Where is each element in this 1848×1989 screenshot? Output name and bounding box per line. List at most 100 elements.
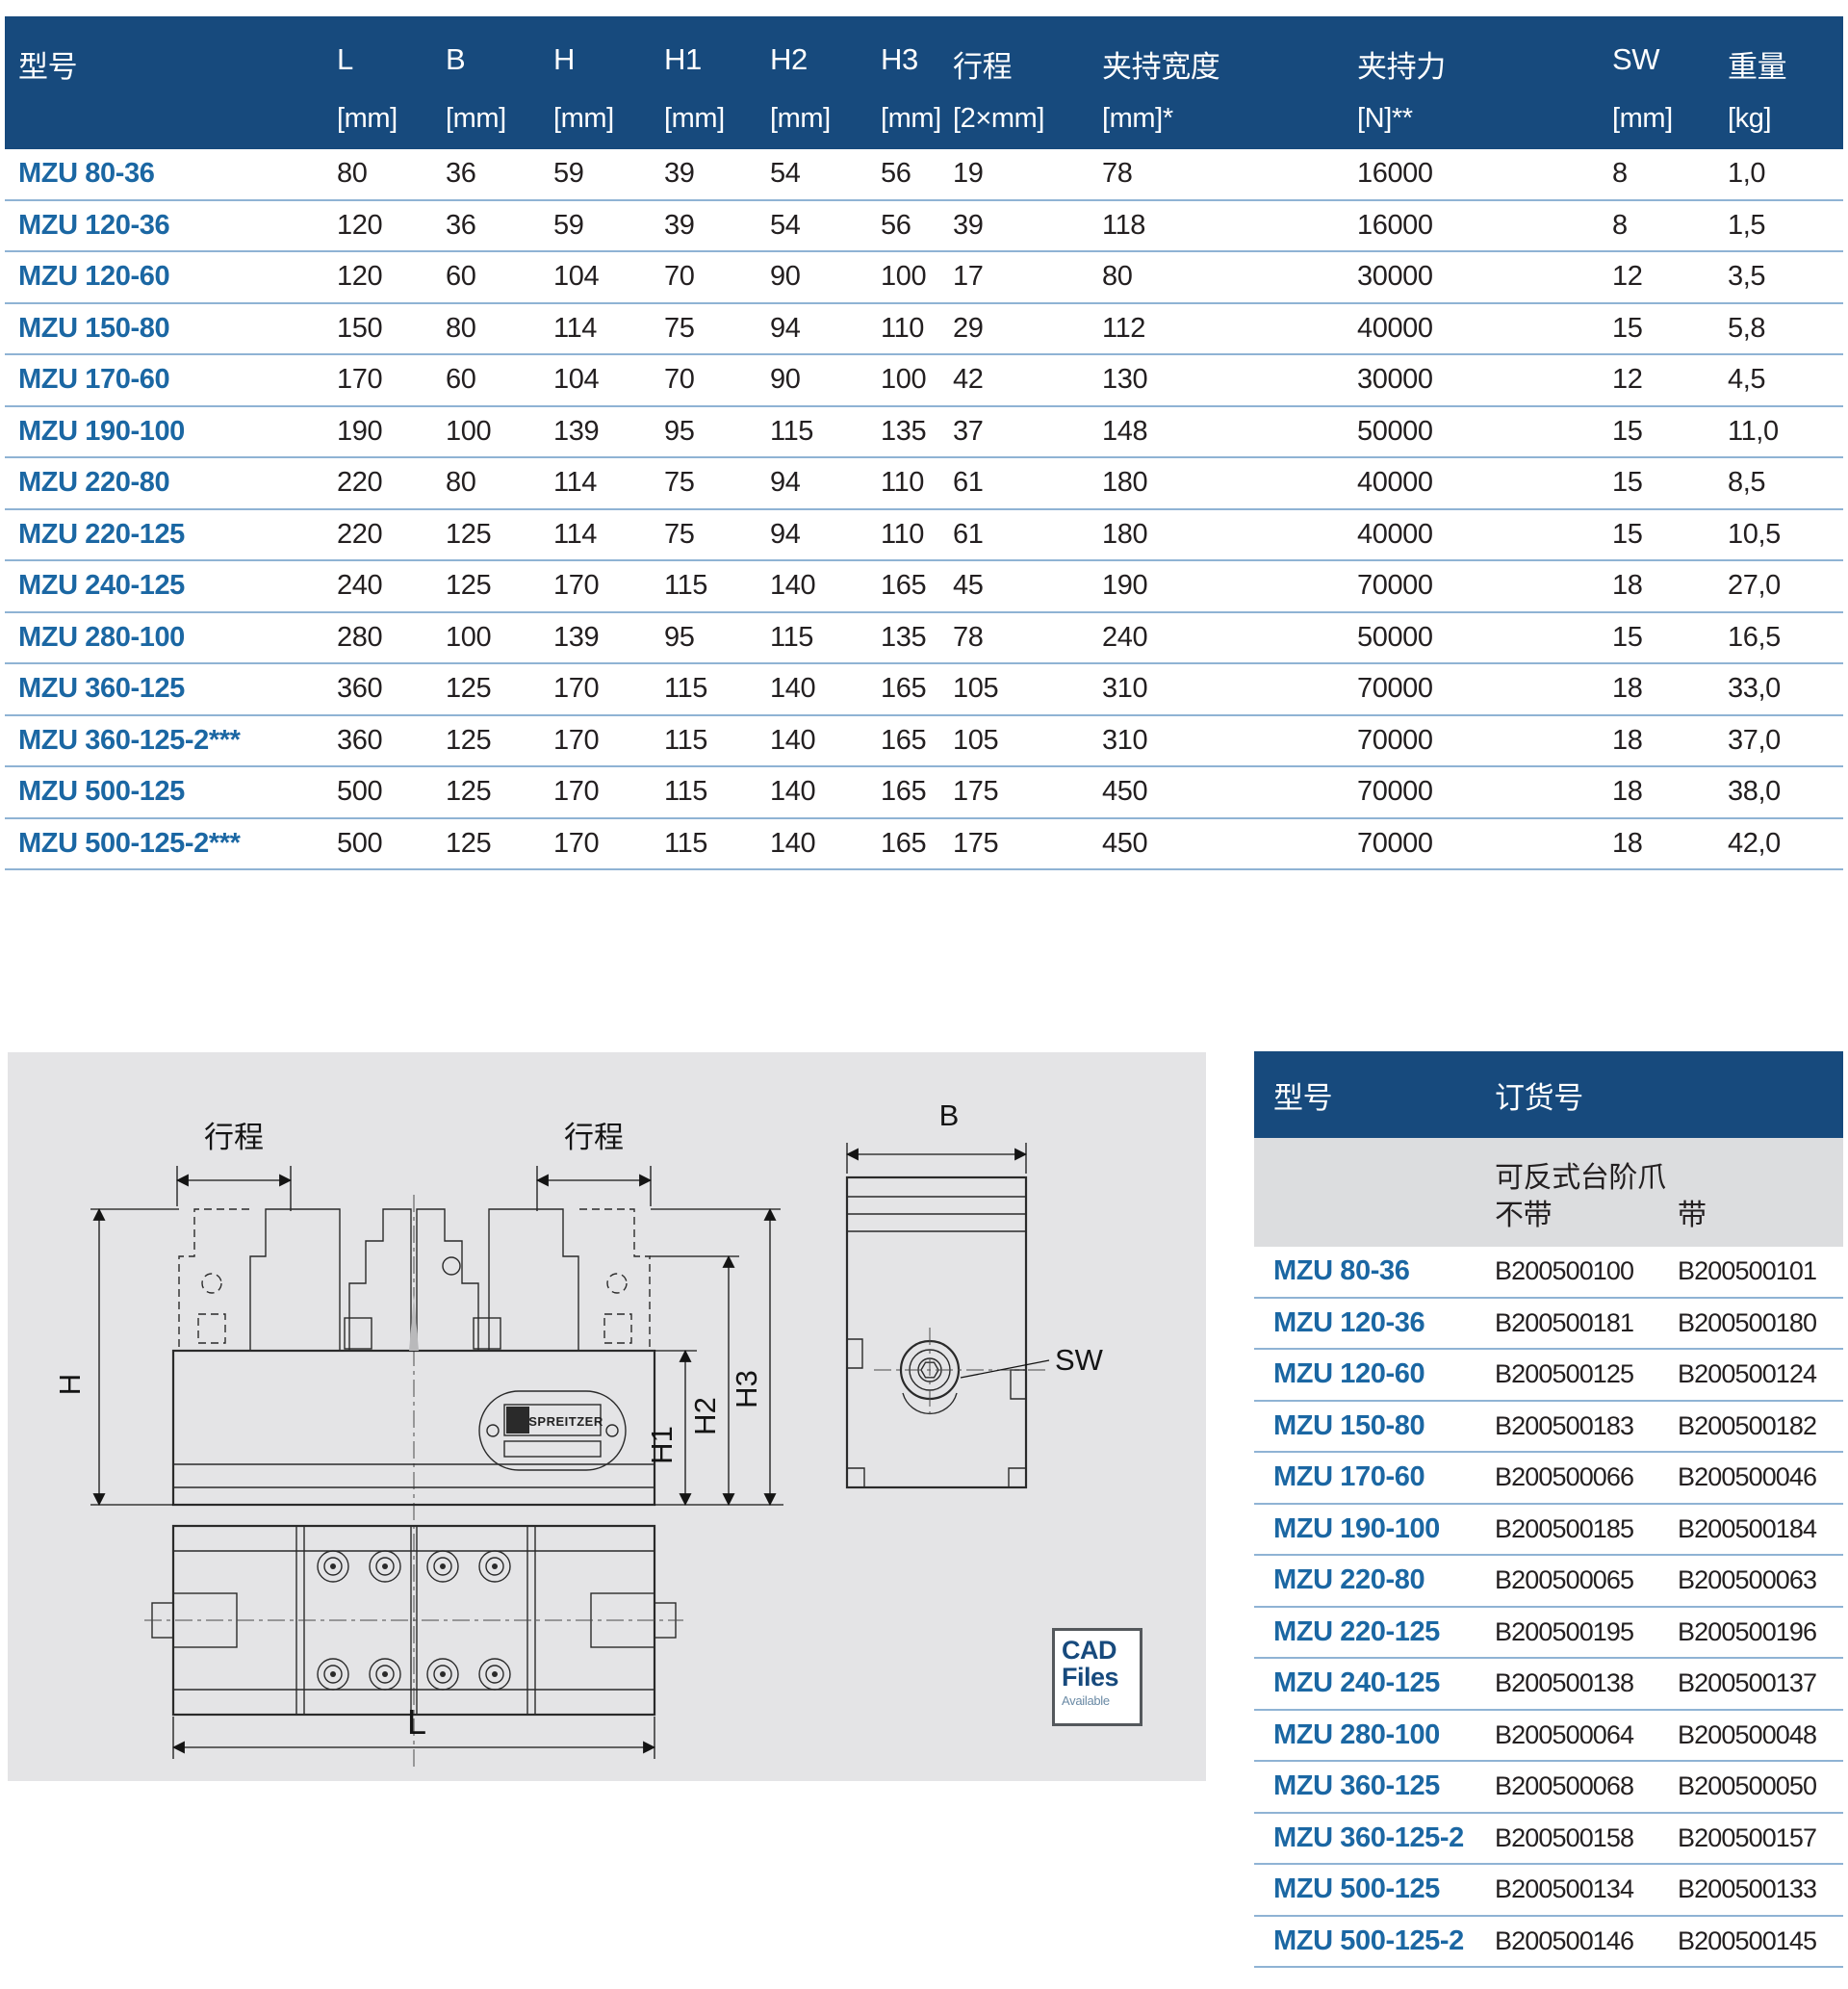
model-cell: MZU 150-80	[18, 312, 170, 344]
value-cell: 5,8	[1728, 312, 1766, 344]
value-cell: 18	[1612, 827, 1643, 859]
order-table: 型号 订货号 可反式台阶爪 不带 带 MZU 80-36 B200500100 B2…	[1254, 1051, 1843, 1968]
value-cell: 120	[337, 209, 383, 241]
value-cell: 15	[1612, 415, 1643, 447]
table-row: MZU 190-100 190 100 139 95 115 135 37 148 50000 15…	[5, 407, 1843, 458]
value-cell: 61	[953, 518, 984, 550]
order-with-cell: B200500196	[1678, 1616, 1817, 1646]
table-row: MZU 220-80 220 80 114 75 94 110 61 180 40000 15 8,5	[5, 458, 1843, 510]
order-with-cell: B200500101	[1678, 1256, 1817, 1286]
model-cell: MZU 120-60	[18, 261, 170, 293]
value-cell: 80	[1102, 261, 1133, 293]
value-cell: 40000	[1357, 312, 1433, 344]
value-cell: 75	[664, 467, 695, 499]
value-cell: 37,0	[1728, 724, 1781, 756]
dim-label-h3: H3	[730, 1370, 763, 1408]
value-cell: 42	[953, 364, 984, 396]
table-row: MZU 120-36 120 36 59 39 54 56 39 118 16000 8 1,5	[5, 201, 1843, 252]
value-cell: 139	[553, 415, 600, 447]
model-cell: MZU 220-125	[18, 518, 185, 550]
order-with-cell: B200500048	[1678, 1719, 1817, 1749]
order-table-subheader: 可反式台阶爪 不带 带	[1254, 1138, 1843, 1247]
value-cell: 70	[664, 364, 695, 396]
value-cell: 15	[1612, 518, 1643, 550]
model-cell: MZU 80-36	[1273, 1255, 1410, 1287]
value-cell: 165	[881, 570, 927, 602]
value-cell: 80	[446, 467, 476, 499]
order-table-header: 型号 订货号	[1254, 1051, 1843, 1138]
dim-label-stroke-right: 行程	[564, 1121, 624, 1154]
value-cell: 450	[1102, 776, 1148, 808]
value-cell: 45	[953, 570, 984, 602]
value-cell: 50000	[1357, 621, 1433, 653]
value-cell: 125	[446, 518, 492, 550]
value-cell: 125	[446, 570, 492, 602]
order-with-cell: B200500182	[1678, 1410, 1817, 1440]
technical-drawing: 行程 行程	[53, 1098, 1104, 1767]
nameplate-text: SPREITZER	[528, 1414, 603, 1429]
col-label: 行程	[953, 50, 1013, 84]
value-cell: 140	[770, 776, 816, 808]
value-cell: 190	[337, 415, 383, 447]
col-label: B	[446, 42, 466, 76]
value-cell: 105	[953, 724, 999, 756]
value-cell: 39	[664, 209, 695, 241]
value-cell: 310	[1102, 673, 1148, 705]
col-label: 夹持宽度	[1102, 50, 1220, 84]
col-header-l: L [mm]	[337, 16, 446, 149]
table-row: MZU 190-100 B200500185 B200500184	[1254, 1505, 1843, 1556]
table-row: MZU 280-100 280 100 139 95 115 135 78 240 50000 15…	[5, 613, 1843, 664]
value-cell: 38,0	[1728, 776, 1781, 808]
order-col-number: 订货号	[1495, 1080, 1583, 1115]
value-cell: 70000	[1357, 776, 1433, 808]
value-cell: 1,0	[1728, 158, 1766, 190]
value-cell: 33,0	[1728, 673, 1781, 705]
table-row: MZU 240-125 B200500138 B200500137	[1254, 1659, 1843, 1711]
col-header-weight: 重量 [kg]	[1728, 16, 1843, 149]
table-row: MZU 500-125-2 B200500146 B200500145	[1254, 1917, 1843, 1968]
order-without-cell: B200500068	[1495, 1771, 1634, 1801]
order-without-cell: B200500064	[1495, 1719, 1634, 1749]
sw-leader-line	[960, 1359, 1050, 1379]
value-cell: 80	[337, 158, 368, 190]
value-cell: 15	[1612, 621, 1643, 653]
value-cell: 12	[1612, 261, 1643, 293]
model-cell: MZU 500-125	[1273, 1873, 1440, 1905]
value-cell: 100	[881, 364, 927, 396]
value-cell: 125	[446, 827, 492, 859]
order-with-cell: B200500133	[1678, 1874, 1817, 1904]
table-row: MZU 170-60 B200500066 B200500046	[1254, 1453, 1843, 1505]
model-cell: MZU 150-80	[1273, 1409, 1425, 1441]
value-cell: 54	[770, 158, 801, 190]
value-cell: 27,0	[1728, 570, 1781, 602]
value-cell: 115	[664, 673, 708, 705]
value-cell: 165	[881, 673, 927, 705]
table-row: MZU 150-80 B200500183 B200500182	[1254, 1402, 1843, 1453]
table-row: MZU 80-36 B200500100 B200500101	[1254, 1247, 1843, 1299]
value-cell: 170	[553, 570, 600, 602]
value-cell: 140	[770, 673, 816, 705]
value-cell: 61	[953, 467, 984, 499]
col-label: 型号	[18, 50, 78, 84]
order-with-cell: B200500157	[1678, 1822, 1817, 1852]
col-unit: [mm]	[553, 103, 614, 134]
value-cell: 140	[770, 724, 816, 756]
value-cell: 39	[664, 158, 695, 190]
order-without-cell: B200500183	[1495, 1410, 1634, 1440]
value-cell: 78	[953, 621, 984, 653]
value-cell: 8	[1612, 209, 1628, 241]
value-cell: 115	[664, 827, 708, 859]
col-unit: [mm]	[1612, 103, 1673, 134]
table-row: MZU 220-80 B200500065 B200500063	[1254, 1556, 1843, 1608]
value-cell: 140	[770, 827, 816, 859]
value-cell: 75	[664, 518, 695, 550]
model-cell: MZU 190-100	[1273, 1512, 1440, 1544]
value-cell: 16000	[1357, 158, 1433, 190]
value-cell: 220	[337, 518, 383, 550]
value-cell: 135	[881, 415, 927, 447]
col-label: H2	[770, 42, 808, 76]
col-label: H	[553, 42, 575, 76]
model-cell: MZU 240-125	[1273, 1667, 1440, 1699]
col-unit: [mm]	[446, 103, 506, 134]
value-cell: 75	[664, 312, 695, 344]
